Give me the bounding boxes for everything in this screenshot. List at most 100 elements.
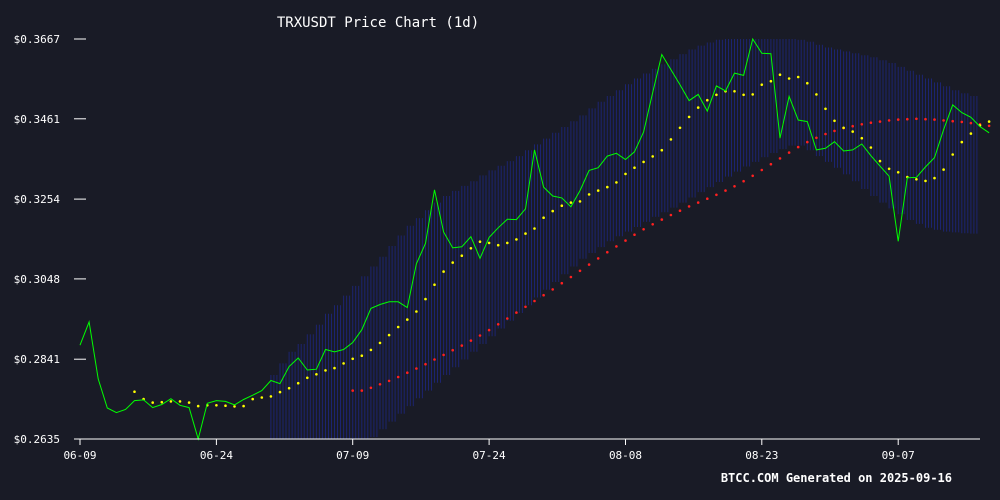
ma-short-point	[233, 405, 236, 408]
ma-long-point	[896, 118, 900, 121]
ma-short-point	[342, 362, 345, 365]
ma-short-point	[596, 189, 600, 192]
ma-short-point	[215, 404, 218, 407]
ma-long-point	[960, 120, 964, 124]
ma-short-point	[651, 155, 654, 158]
ma-long-point	[442, 353, 445, 357]
ma-short-point	[451, 261, 455, 264]
ma-short-point	[487, 241, 491, 245]
ma-short-point	[742, 93, 745, 97]
ma-long-point	[606, 250, 609, 254]
ma-long-point	[715, 193, 718, 197]
ma-long-point	[815, 136, 818, 140]
ma-short-point	[433, 283, 436, 287]
ma-short-point	[660, 148, 664, 152]
ma-short-point	[296, 381, 300, 385]
ma-short-point	[806, 81, 809, 85]
ma-short-point	[560, 204, 564, 207]
x-tick-label: 07-24	[473, 449, 506, 462]
ma-short-point	[306, 376, 309, 380]
ma-short-point	[887, 167, 891, 171]
ma-short-point	[606, 185, 609, 189]
ma-short-point	[287, 386, 291, 390]
ma-short-point	[278, 390, 282, 394]
ma-long-point	[533, 299, 536, 303]
ma-long-point	[987, 124, 991, 128]
ma-long-point	[878, 120, 882, 123]
price-line	[79, 37, 990, 441]
ma-short-point	[396, 325, 400, 329]
ma-short-point	[624, 172, 627, 176]
ma-short-point	[442, 270, 445, 273]
ma-long-point	[587, 263, 591, 266]
ma-short-point	[733, 90, 736, 93]
ma-long-point	[706, 197, 709, 200]
ma-short-point	[696, 106, 700, 109]
ma-short-point	[960, 140, 964, 144]
x-tick-label: 09-07	[882, 449, 915, 462]
x-tick-label: 08-23	[745, 449, 778, 462]
ma-short-point	[687, 115, 691, 119]
ma-short-point	[324, 369, 327, 372]
ma-long-point	[487, 328, 491, 332]
ma-long-point	[742, 179, 745, 183]
ma-long-point	[633, 233, 636, 236]
ma-long-point	[669, 213, 673, 217]
ma-short-point	[769, 79, 773, 83]
ma-short-point	[987, 120, 991, 123]
ma-long-point	[478, 334, 482, 337]
ma-long-point	[724, 189, 727, 192]
ma-short-point	[787, 77, 791, 80]
ma-long-point	[824, 132, 827, 136]
ma-long-point	[733, 185, 736, 188]
ma-short-point	[578, 200, 582, 203]
ma-short-point	[178, 400, 182, 403]
ma-long-point	[515, 311, 518, 314]
ma-short-point	[842, 126, 845, 130]
ma-short-point	[469, 247, 473, 250]
ma-short-point	[751, 93, 754, 96]
chart-title: TRXUSDT Price Chart (1d)	[277, 15, 479, 31]
ma-short-point	[896, 171, 900, 174]
ma-long-point	[787, 151, 791, 154]
y-tick-label: $0.2635	[14, 433, 60, 446]
ma-short-point	[706, 98, 709, 102]
ma-long-point	[806, 140, 809, 144]
ma-long-point	[387, 379, 391, 383]
y-tick-label: $0.3048	[14, 273, 60, 286]
ma-short-point	[615, 181, 618, 184]
ma-short-point	[260, 396, 264, 399]
ma-short-point	[833, 119, 836, 123]
ma-long-point	[778, 157, 782, 160]
ma-short-point	[151, 401, 154, 404]
ma-short-point	[169, 400, 173, 403]
ma-long-point	[942, 119, 945, 122]
ma-short-point	[478, 240, 482, 243]
ma-short-point	[533, 227, 536, 230]
ma-short-point	[969, 132, 973, 135]
x-tick-label: 06-24	[200, 449, 233, 462]
ma-short-point	[778, 73, 782, 76]
ma-short-point	[851, 130, 854, 133]
ma-long-point	[906, 117, 909, 121]
ma-short-point	[406, 318, 409, 321]
ma-short-point	[506, 241, 509, 245]
ma-long-point	[451, 348, 455, 352]
ma-long-point	[933, 118, 936, 121]
ma-short-series	[133, 73, 991, 408]
ma-short-point	[424, 297, 427, 301]
ma-long-point	[578, 269, 582, 273]
ma-short-point	[378, 341, 382, 345]
ma-short-point	[642, 160, 645, 164]
ma-short-point	[133, 390, 136, 394]
ma-short-point	[878, 159, 882, 163]
ma-short-point	[951, 153, 954, 156]
ma-short-point	[333, 366, 336, 370]
ma-short-point	[251, 397, 254, 401]
ma-short-point	[551, 209, 554, 213]
y-tick-label: $0.2841	[14, 353, 60, 366]
ma-short-point	[760, 83, 764, 86]
ma-long-point	[796, 145, 800, 149]
